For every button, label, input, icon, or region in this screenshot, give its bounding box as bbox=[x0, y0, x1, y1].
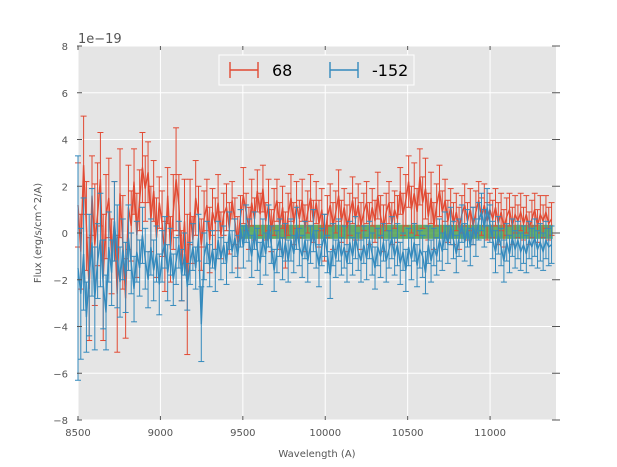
shaded-band-layer bbox=[239, 224, 553, 239]
x-tick-label: 9000 bbox=[148, 428, 173, 439]
series-line bbox=[77, 207, 552, 325]
x-tick-label: 9500 bbox=[230, 428, 255, 439]
x-tick-label: 10000 bbox=[309, 428, 341, 439]
x-tick-label: 10500 bbox=[392, 428, 424, 439]
shaded-band bbox=[239, 224, 553, 239]
y-tick-label: 4 bbox=[62, 136, 68, 147]
legend-label-series-2: -152 bbox=[372, 61, 408, 80]
y-tick-label: 6 bbox=[62, 89, 68, 100]
y-tick-label: −2 bbox=[53, 276, 68, 287]
legend: 68 -152 bbox=[218, 54, 415, 86]
x-axis-label: Wavelength (A) bbox=[278, 449, 355, 460]
y-offset-label: 1e−19 bbox=[78, 32, 122, 47]
y-tick-label: −6 bbox=[53, 369, 68, 380]
legend-marker-series-1 bbox=[229, 62, 259, 78]
series-layer bbox=[75, 115, 555, 381]
legend-label-series-1: 68 bbox=[272, 61, 292, 80]
x-tick-label: 8500 bbox=[65, 428, 90, 439]
y-tick-label: 0 bbox=[62, 229, 68, 240]
y-tick-label: 8 bbox=[62, 42, 68, 53]
y-tick-label: 2 bbox=[62, 182, 68, 193]
x-tick-label: 11000 bbox=[474, 428, 506, 439]
legend-marker-series-2 bbox=[329, 62, 359, 78]
y-tick-label: −4 bbox=[53, 323, 68, 334]
y-axis-label: Flux (erg/s/cm^2/A) bbox=[33, 183, 44, 283]
y-tick-label: −8 bbox=[53, 416, 68, 427]
series-2 bbox=[75, 155, 555, 381]
